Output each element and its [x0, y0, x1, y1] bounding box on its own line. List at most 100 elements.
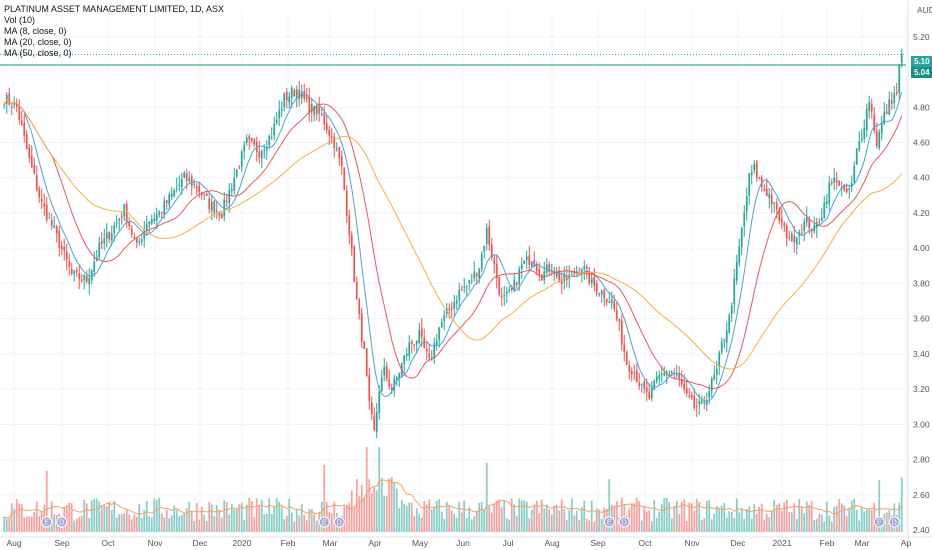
candle-body: [375, 412, 378, 432]
candle-body: [235, 169, 238, 177]
candle-body: [420, 328, 423, 337]
candle-body: [105, 232, 108, 239]
candle-body: [835, 179, 838, 183]
volume-bar: [143, 509, 146, 532]
volume-bar: [348, 502, 351, 532]
volume-bar: [375, 490, 378, 532]
volume-bar: [513, 504, 516, 532]
candle-body: [240, 151, 243, 168]
volume-bar: [163, 517, 166, 532]
volume-bar: [573, 515, 576, 532]
candle-body: [490, 244, 493, 258]
x-tick-label: Sep: [590, 538, 605, 548]
legend-ma8[interactable]: MA (8, close, 0): [4, 26, 67, 36]
candle-body: [863, 127, 866, 139]
candle-body: [600, 290, 603, 295]
volume-bar: [398, 508, 401, 532]
y-tick-label: 4.20: [913, 208, 930, 218]
volume-bar: [390, 477, 393, 532]
candle-body: [900, 54, 903, 64]
volume-bar: [593, 521, 596, 532]
volume-bar: [585, 518, 588, 532]
x-tick-label: Nov: [147, 538, 163, 548]
volume-bar: [158, 497, 161, 532]
volume-bar: [103, 505, 106, 532]
volume-bar: [643, 506, 646, 532]
volume-bar: [738, 512, 741, 532]
x-tick-label: Dec: [192, 538, 208, 548]
volume-bar: [658, 511, 661, 532]
candle-body: [815, 222, 818, 228]
volume-bar: [450, 510, 453, 532]
volume-bar: [25, 516, 28, 532]
legend-vol[interactable]: Vol (10): [4, 15, 36, 25]
candle-body: [843, 184, 846, 190]
legend-ma20[interactable]: MA (20, close, 0): [4, 37, 72, 47]
volume-bar: [443, 518, 446, 532]
volume-bar: [830, 521, 833, 532]
candle-body: [103, 238, 106, 243]
candle-body: [233, 178, 236, 191]
volume-bar: [263, 514, 266, 532]
candle-body: [598, 293, 601, 295]
volume-bar: [403, 503, 406, 532]
candle-body: [725, 330, 728, 343]
volume-bar: [10, 503, 13, 532]
volume-bar: [763, 519, 766, 532]
event-letter: E: [322, 520, 327, 527]
volume-bar: [210, 504, 213, 532]
x-tick-label: Apr: [368, 538, 381, 548]
candle-body: [730, 305, 733, 315]
candle-body: [680, 379, 683, 385]
volume-bar: [778, 503, 781, 532]
volume-bar: [615, 501, 618, 532]
candle-body: [225, 200, 228, 203]
legend-ma50[interactable]: MA (50, close, 0): [4, 48, 72, 58]
y-tick-label: 2.80: [913, 455, 930, 465]
volume-bar: [713, 513, 716, 532]
candle-body: [778, 209, 781, 221]
candle-body: [753, 164, 756, 171]
volume-bar: [508, 519, 511, 532]
volume-bar: [333, 501, 336, 532]
x-tick-label: Mar: [323, 538, 338, 548]
candle-body: [783, 222, 786, 226]
volume-bar: [795, 519, 798, 532]
volume-bar: [510, 497, 513, 532]
candle-body: [510, 286, 513, 290]
candle-body: [350, 235, 353, 249]
volume-bar: [885, 512, 888, 532]
candle-body: [395, 376, 398, 381]
candle-body: [625, 351, 628, 365]
time-axis[interactable]: Aug Sep Oct Nov Dec 2020 Feb Mar Apr May Jun Jul Aug…: [0, 536, 932, 548]
volume-bar: [755, 513, 758, 532]
candle-body: [125, 203, 128, 223]
chart-legend: PLATINUM ASSET MANAGEMENT LIMITED, 1D, A…: [4, 4, 224, 59]
candle-body: [678, 373, 681, 379]
volume-bar: [50, 501, 53, 532]
candle-body: [703, 402, 706, 404]
volume-bar: [665, 497, 668, 532]
volume-bar: [193, 521, 196, 532]
candle-body: [655, 376, 658, 382]
candle-body: [200, 193, 203, 195]
volume-bar: [828, 515, 831, 532]
candle-body: [873, 114, 876, 131]
candle-body: [593, 276, 596, 286]
symbol-title[interactable]: PLATINUM ASSET MANAGEMENT LIMITED, 1D, A…: [4, 4, 225, 14]
volume-bar: [305, 520, 308, 532]
candle-body: [325, 122, 328, 131]
volume-bar: [255, 498, 258, 532]
volume-bar: [803, 513, 806, 532]
candle-body: [98, 242, 101, 258]
volume-bar: [358, 496, 361, 532]
volume-bar: [638, 501, 641, 532]
volume-bar: [650, 521, 653, 532]
volume-bar: [410, 502, 413, 532]
volume-bar: [298, 515, 301, 532]
volume-bar: [700, 520, 703, 532]
volume-bar: [253, 517, 256, 532]
volume-bar: [13, 508, 16, 532]
x-tick-label: Aug: [6, 538, 21, 548]
